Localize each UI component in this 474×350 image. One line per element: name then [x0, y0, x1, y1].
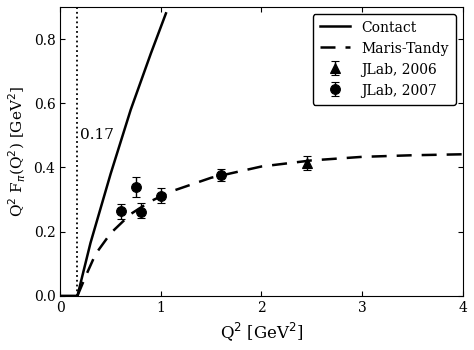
Maris-Tandy: [82, 274, 88, 279]
Maris-Tandy: [359, 155, 365, 159]
Maris-Tandy: [128, 212, 134, 216]
Text: 0.17: 0.17: [81, 128, 114, 142]
Maris-Tandy: [108, 231, 113, 235]
Maris-Tandy: [168, 189, 174, 194]
Contact: [57, 294, 63, 298]
Maris-Tandy: [93, 252, 99, 256]
Maris-Tandy: [259, 164, 264, 169]
Maris-Tandy: [74, 294, 80, 298]
Maris-Tandy: [209, 176, 214, 180]
Line: Contact: Contact: [60, 13, 166, 296]
Legend: Contact, Maris-Tandy, JLab, 2006, JLab, 2007: Contact, Maris-Tandy, JLab, 2006, JLab, …: [313, 14, 456, 105]
Maris-Tandy: [309, 158, 315, 162]
Y-axis label: Q$^2$ F$_{\pi}$(Q$^2$) [GeV$^2$]: Q$^2$ F$_{\pi}$(Q$^2$) [GeV$^2$]: [7, 86, 28, 217]
Contact: [74, 294, 80, 298]
Contact: [88, 241, 93, 245]
Maris-Tandy: [460, 152, 465, 156]
Line: Maris-Tandy: Maris-Tandy: [77, 154, 463, 296]
Contact: [128, 107, 134, 112]
X-axis label: Q$^2$ [GeV$^2$]: Q$^2$ [GeV$^2$]: [219, 320, 303, 343]
Maris-Tandy: [410, 153, 415, 158]
Contact: [148, 51, 154, 56]
Contact: [163, 11, 169, 15]
Contact: [108, 172, 113, 176]
Maris-Tandy: [148, 199, 154, 203]
